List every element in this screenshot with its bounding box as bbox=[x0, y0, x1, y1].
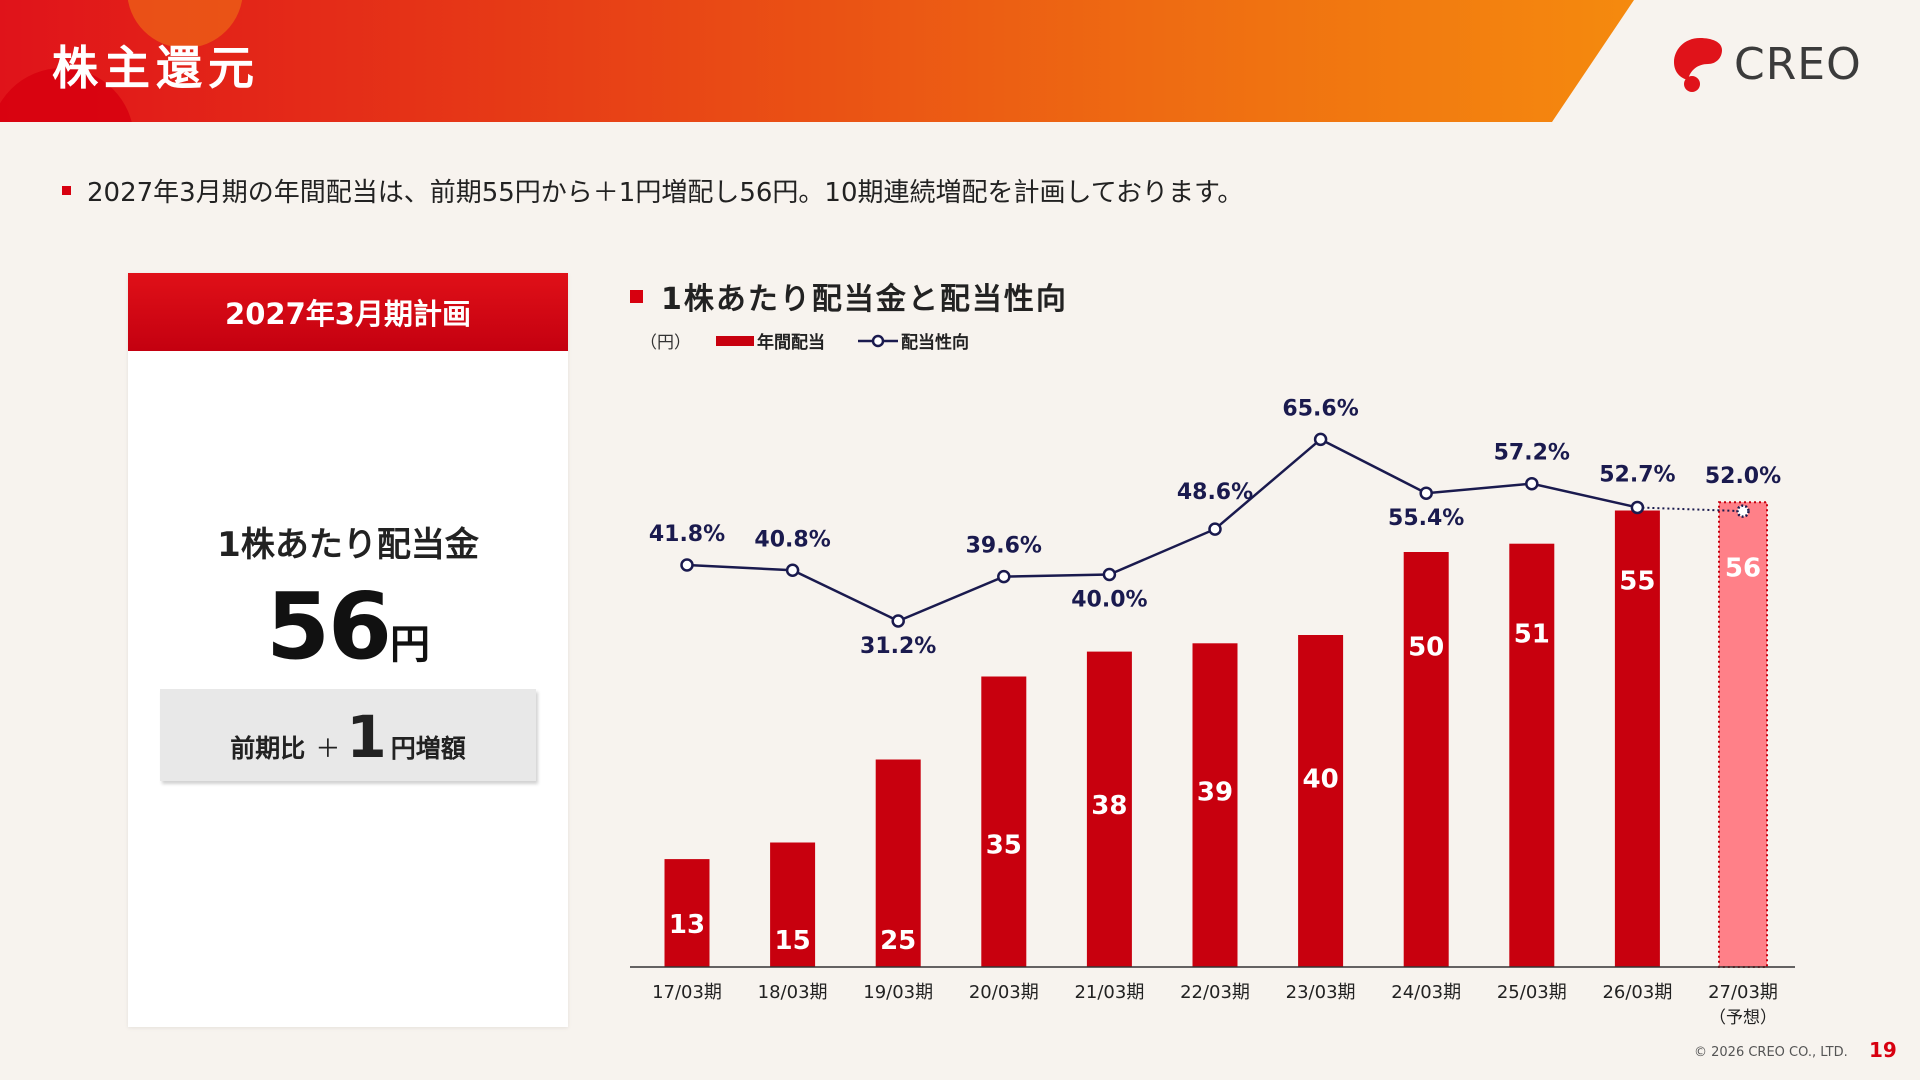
x-tick-label: 22/03期 bbox=[1180, 982, 1250, 1003]
logo-text: CREO bbox=[1734, 38, 1862, 90]
creo-logo-icon bbox=[1674, 38, 1722, 92]
payout-ratio-line bbox=[686, 437, 1638, 623]
chart-title: 1株あたり配当金と配当性向 bbox=[661, 282, 1068, 317]
payout-ratio-label: 41.8% bbox=[649, 522, 725, 547]
legend-bar-label: 年間配当 bbox=[757, 332, 825, 353]
y-axis-unit: （円） bbox=[640, 333, 691, 353]
x-tick-label: 21/03期 bbox=[1074, 982, 1144, 1003]
payout-ratio-label: 48.6% bbox=[1177, 480, 1253, 505]
payout-ratio-label: 52.0% bbox=[1705, 464, 1781, 489]
payout-ratio-label: 52.7% bbox=[1599, 462, 1675, 487]
dividend-change-box: 前期比 ＋ 1 円増額 bbox=[160, 689, 536, 781]
payout-ratio-label: 57.2% bbox=[1494, 441, 1570, 466]
payout-ratio-point bbox=[1313, 432, 1328, 447]
chart-heading: 1株あたり配当金と配当性向 bbox=[630, 274, 1068, 318]
bar bbox=[1718, 501, 1768, 968]
change-sign: ＋ bbox=[315, 734, 341, 763]
x-tick-note: （予想） bbox=[1709, 1008, 1777, 1028]
payout-ratio-point bbox=[891, 614, 905, 628]
payout-ratio-point bbox=[1525, 476, 1539, 491]
payout-ratio-point bbox=[680, 558, 694, 572]
change-prefix: 前期比 bbox=[230, 734, 306, 763]
payout-ratio-label: 39.6% bbox=[966, 534, 1042, 559]
payout-ratio-point bbox=[1419, 486, 1433, 500]
dividend-unit: 円 bbox=[390, 622, 431, 668]
copyright: © 2026 CREO CO., LTD. bbox=[1694, 1045, 1848, 1060]
heading-square-icon bbox=[630, 289, 643, 303]
bar bbox=[981, 676, 1027, 967]
dividend-value: 56円 bbox=[128, 573, 568, 680]
dividend-number: 56 bbox=[265, 573, 392, 680]
bar-value-label: 50 bbox=[1408, 633, 1444, 663]
x-tick-label: 26/03期 bbox=[1602, 982, 1672, 1003]
legend-line-marker bbox=[871, 334, 885, 348]
payout-ratio-point bbox=[1736, 504, 1750, 518]
payout-ratio-label: 40.0% bbox=[1071, 588, 1147, 613]
lead-text: 2027年3月期の年間配当は、前期55円から＋1円増配し56円。10期連続増配を… bbox=[87, 178, 1244, 208]
bar-value-label: 35 bbox=[986, 831, 1022, 861]
bar-value-label: 39 bbox=[1197, 778, 1233, 808]
x-tick-label: 25/03期 bbox=[1497, 982, 1567, 1003]
bar-value-label: 51 bbox=[1514, 619, 1550, 649]
legend-line-label: 配当性向 bbox=[901, 332, 969, 353]
x-tick-label: 27/03期 bbox=[1708, 982, 1778, 1003]
bar-value-label: 13 bbox=[669, 910, 705, 940]
x-tick-label: 20/03期 bbox=[969, 982, 1039, 1003]
bar bbox=[1509, 543, 1555, 967]
payout-ratio-point bbox=[1102, 567, 1117, 582]
legend-bar-swatch bbox=[716, 336, 754, 346]
payout-ratio-label: 40.8% bbox=[754, 527, 830, 552]
x-tick-label: 19/03期 bbox=[863, 982, 933, 1003]
payout-ratio-point bbox=[1208, 522, 1222, 536]
payout-ratio-point bbox=[1630, 500, 1645, 515]
bar-value-label: 15 bbox=[775, 926, 811, 956]
banner-shape bbox=[0, 0, 1634, 122]
bar-value-label: 25 bbox=[880, 926, 916, 956]
page-title: 株主還元 bbox=[52, 41, 260, 95]
plan-card: 2027年3月期計画 1株あたり配当金 56円 前期比 ＋ 1 円増額 bbox=[128, 273, 568, 1027]
payout-ratio-point bbox=[785, 563, 800, 578]
payout-ratio-label: 55.4% bbox=[1388, 506, 1464, 531]
bar bbox=[875, 759, 921, 967]
plan-card-header: 2027年3月期計画 bbox=[128, 273, 568, 351]
bar-value-label: 38 bbox=[1091, 791, 1127, 821]
bar-value-label: 56 bbox=[1725, 553, 1761, 583]
x-tick-label: 18/03期 bbox=[758, 982, 828, 1003]
bar bbox=[1298, 635, 1344, 967]
payout-ratio-point bbox=[997, 569, 1011, 584]
change-value: 1 bbox=[346, 703, 387, 771]
payout-ratio-label: 31.2% bbox=[860, 634, 936, 659]
bar bbox=[1086, 651, 1132, 967]
payout-ratio-label: 65.6% bbox=[1282, 396, 1358, 421]
change-suffix: 円増額 bbox=[390, 734, 466, 763]
x-tick-label: 17/03期 bbox=[652, 982, 722, 1003]
header-banner bbox=[0, 0, 1920, 122]
bar bbox=[770, 842, 816, 967]
bar bbox=[664, 859, 710, 967]
page-number: 19 bbox=[1869, 1038, 1897, 1062]
x-tick-label: 24/03期 bbox=[1391, 982, 1461, 1003]
bullet-icon bbox=[62, 186, 71, 195]
lead-statement: 2027年3月期の年間配当は、前期55円から＋1円増配し56円。10期連続増配を… bbox=[62, 172, 1243, 209]
bar bbox=[1192, 643, 1238, 967]
bar-value-label: 55 bbox=[1619, 567, 1655, 597]
bar bbox=[1403, 552, 1449, 967]
plan-card-label: 1株あたり配当金 bbox=[217, 525, 479, 565]
x-tick-label: 23/03期 bbox=[1286, 982, 1356, 1003]
creo-logo: CREO bbox=[1670, 34, 1862, 94]
bar-value-label: 40 bbox=[1303, 765, 1339, 795]
bar bbox=[1614, 510, 1660, 967]
